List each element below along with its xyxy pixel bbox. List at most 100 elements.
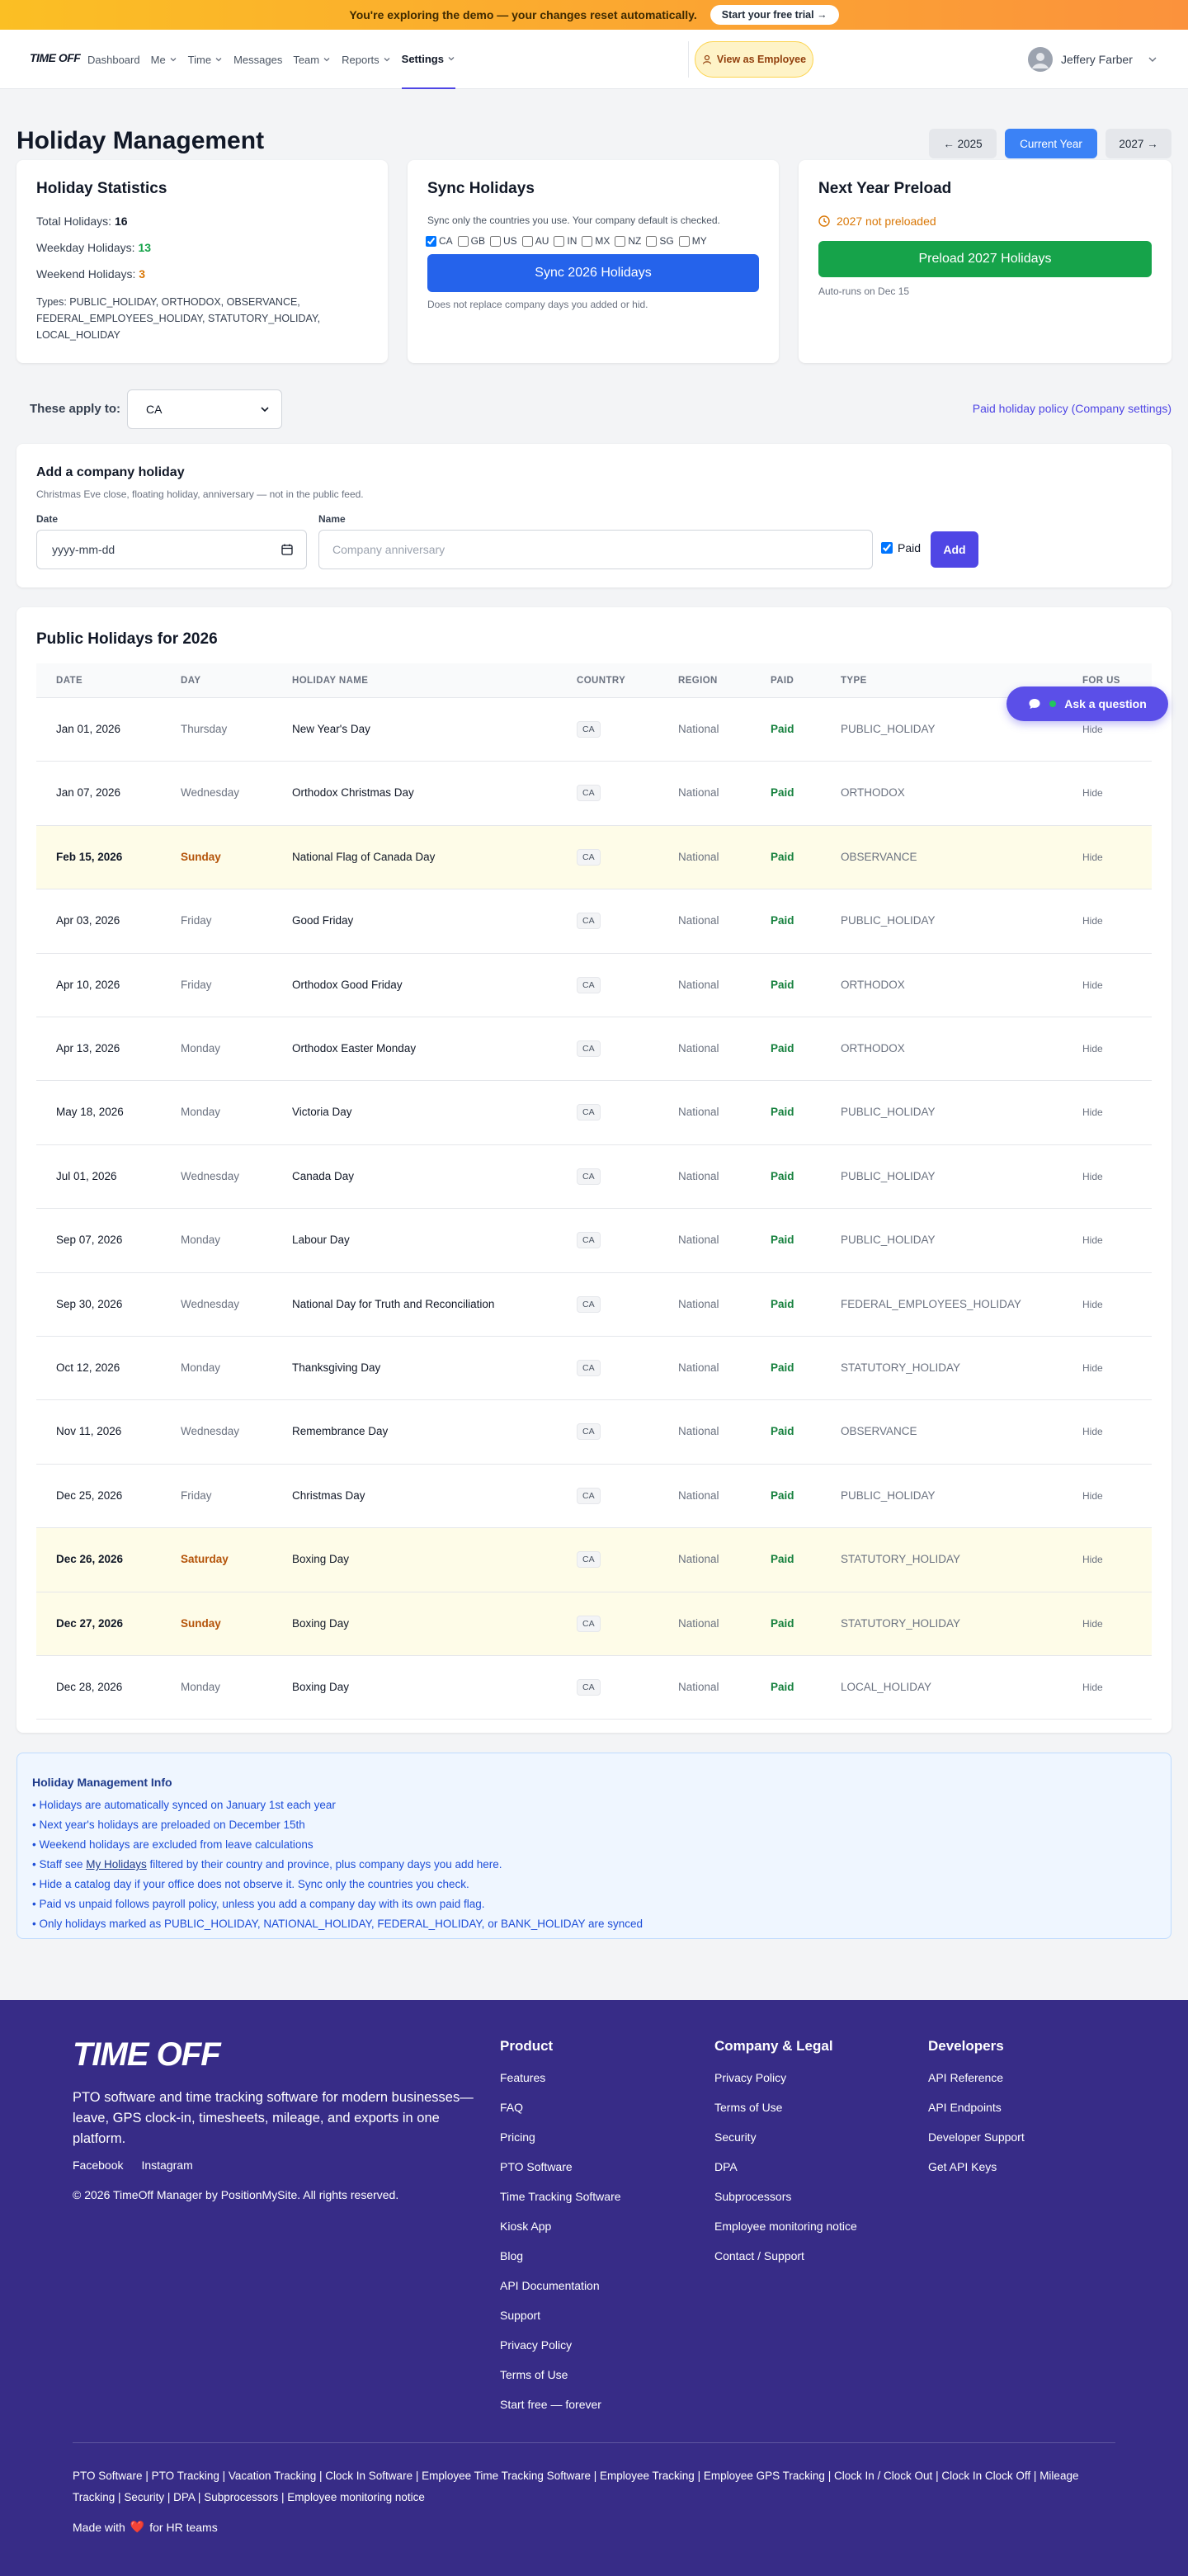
- hide-button[interactable]: Hide: [1082, 979, 1103, 991]
- paid-checkbox[interactable]: [881, 542, 893, 554]
- hide-button[interactable]: Hide: [1082, 1106, 1103, 1119]
- year-button[interactable]: Current Year: [1005, 129, 1097, 158]
- seo-link[interactable]: Employee GPS Tracking: [703, 2470, 825, 2482]
- country-checkbox[interactable]: [582, 235, 593, 247]
- seo-link[interactable]: DPA: [173, 2491, 196, 2503]
- trial-button[interactable]: Start your free trial →: [710, 5, 839, 25]
- footer-link[interactable]: Contact / Support: [714, 2249, 804, 2262]
- hide-button[interactable]: Hide: [1082, 724, 1103, 735]
- hide-button[interactable]: Hide: [1082, 787, 1103, 800]
- footer-link[interactable]: Pricing: [500, 2130, 535, 2144]
- hide-button[interactable]: Hide: [1082, 1170, 1103, 1182]
- seo-link[interactable]: Clock In / Clock Out: [834, 2470, 933, 2482]
- policy-link[interactable]: Paid holiday policy (Company settings): [972, 402, 1172, 415]
- social-link[interactable]: Facebook: [73, 2158, 124, 2172]
- footer-link[interactable]: Features: [500, 2071, 546, 2084]
- country-select[interactable]: CA: [127, 389, 282, 429]
- year-button[interactable]: 2027 →: [1106, 129, 1172, 158]
- seo-link[interactable]: Employee Tracking: [600, 2470, 695, 2482]
- user-menu[interactable]: Jeffery Farber: [1028, 46, 1157, 73]
- footer-link[interactable]: Security: [714, 2130, 757, 2144]
- date-input[interactable]: yyyy-mm-dd: [36, 530, 307, 569]
- hide-button[interactable]: Hide: [1082, 1362, 1103, 1374]
- footer-link[interactable]: Get API Keys: [928, 2160, 997, 2173]
- nav-item[interactable]: Team: [293, 30, 331, 89]
- footer-link[interactable]: Privacy Policy: [714, 2071, 787, 2084]
- hide-button[interactable]: Hide: [1082, 1554, 1103, 1566]
- seo-link[interactable]: Security: [124, 2491, 165, 2503]
- seo-link[interactable]: PTO Software: [73, 2470, 143, 2482]
- footer-link[interactable]: Privacy Policy: [500, 2338, 573, 2352]
- hide-button[interactable]: Hide: [1082, 851, 1103, 863]
- footer-link[interactable]: Time Tracking Software: [500, 2190, 621, 2203]
- seo-link[interactable]: PTO Tracking: [151, 2470, 219, 2482]
- nav-item[interactable]: Time: [188, 30, 223, 89]
- hide-button[interactable]: Hide: [1082, 1489, 1103, 1502]
- footer-link[interactable]: Terms of Use: [714, 2101, 783, 2114]
- social-link[interactable]: Instagram: [141, 2158, 193, 2172]
- year-button[interactable]: ← 2025: [929, 129, 997, 158]
- footer-link[interactable]: Start free — forever: [500, 2398, 601, 2411]
- country-checkbox[interactable]: [490, 235, 502, 247]
- footer-link[interactable]: API Documentation: [500, 2279, 600, 2292]
- nav-item[interactable]: Me: [151, 30, 177, 89]
- country-checkbox[interactable]: [457, 235, 469, 247]
- seo-link[interactable]: Employee monitoring notice: [287, 2491, 425, 2503]
- column-header: FOR US: [1082, 676, 1120, 686]
- hide-button[interactable]: Hide: [1082, 1682, 1103, 1693]
- country-checkbox[interactable]: [678, 235, 690, 247]
- seo-link[interactable]: Employee Time Tracking Software: [422, 2470, 591, 2482]
- seo-link[interactable]: Vacation Tracking: [228, 2470, 317, 2482]
- footer-link[interactable]: API Reference: [928, 2071, 1004, 2084]
- add-button[interactable]: Add: [931, 531, 978, 568]
- hide-button[interactable]: Hide: [1082, 1298, 1103, 1310]
- hide-button[interactable]: Hide: [1082, 1234, 1103, 1247]
- ask-question-button[interactable]: Ask a question: [1006, 686, 1168, 721]
- footer-link[interactable]: Kiosk App: [500, 2220, 552, 2233]
- footer-link[interactable]: FAQ: [500, 2101, 524, 2114]
- nav-item[interactable]: Reports: [342, 30, 391, 89]
- footer-link[interactable]: Terms of Use: [500, 2368, 568, 2381]
- footer-link[interactable]: DPA: [714, 2160, 738, 2173]
- seo-link[interactable]: Clock In Software: [325, 2470, 413, 2482]
- country-option[interactable]: SG: [646, 235, 674, 247]
- country-checkbox[interactable]: [646, 235, 658, 247]
- seo-link[interactable]: Clock In Clock Off: [941, 2470, 1031, 2482]
- country-checkbox[interactable]: [426, 235, 436, 247]
- country-option[interactable]: NZ: [615, 235, 641, 247]
- footer-link[interactable]: Employee monitoring notice: [714, 2220, 857, 2233]
- sync-button[interactable]: Sync 2026 Holidays: [427, 254, 759, 292]
- info-link[interactable]: My Holidays: [86, 1858, 147, 1871]
- hide-button[interactable]: Hide: [1082, 915, 1103, 927]
- nav-item[interactable]: Messages: [233, 30, 282, 89]
- footer-link[interactable]: Support: [500, 2309, 541, 2322]
- country-checkbox[interactable]: [521, 235, 533, 247]
- country-option[interactable]: MY: [678, 235, 707, 247]
- footer-link[interactable]: Developer Support: [928, 2130, 1025, 2144]
- cell-date: Feb 15, 2026: [56, 850, 123, 863]
- footer-link[interactable]: API Endpoints: [928, 2101, 1002, 2114]
- footer-link[interactable]: Blog: [500, 2249, 524, 2262]
- view-as-employee-button[interactable]: View as Employee: [695, 41, 813, 78]
- country-checkbox[interactable]: [554, 235, 565, 247]
- seo-link[interactable]: Subprocessors: [204, 2491, 279, 2503]
- hide-button[interactable]: Hide: [1082, 1617, 1103, 1630]
- country-option[interactable]: MX: [582, 235, 610, 247]
- country-option[interactable]: AU: [521, 235, 549, 247]
- seo-link[interactable]: Mileage Tracking: [73, 2470, 1079, 2503]
- nav-item[interactable]: Settings: [401, 30, 455, 89]
- footer-link[interactable]: Subprocessors: [714, 2190, 792, 2203]
- country-option[interactable]: CA: [426, 235, 453, 247]
- name-input[interactable]: Company anniversary: [318, 530, 873, 569]
- paid-checkbox-label[interactable]: Paid: [881, 541, 921, 554]
- logo[interactable]: TIME OFF: [30, 51, 81, 64]
- country-option[interactable]: GB: [457, 235, 485, 247]
- hide-button[interactable]: Hide: [1082, 1426, 1103, 1438]
- preload-button[interactable]: Preload 2027 Holidays: [818, 241, 1152, 277]
- footer-link[interactable]: PTO Software: [500, 2160, 573, 2173]
- country-option[interactable]: US: [490, 235, 517, 247]
- hide-button[interactable]: Hide: [1082, 1043, 1103, 1054]
- country-option[interactable]: IN: [554, 235, 577, 247]
- country-checkbox[interactable]: [615, 235, 626, 247]
- nav-item[interactable]: Dashboard: [87, 30, 140, 89]
